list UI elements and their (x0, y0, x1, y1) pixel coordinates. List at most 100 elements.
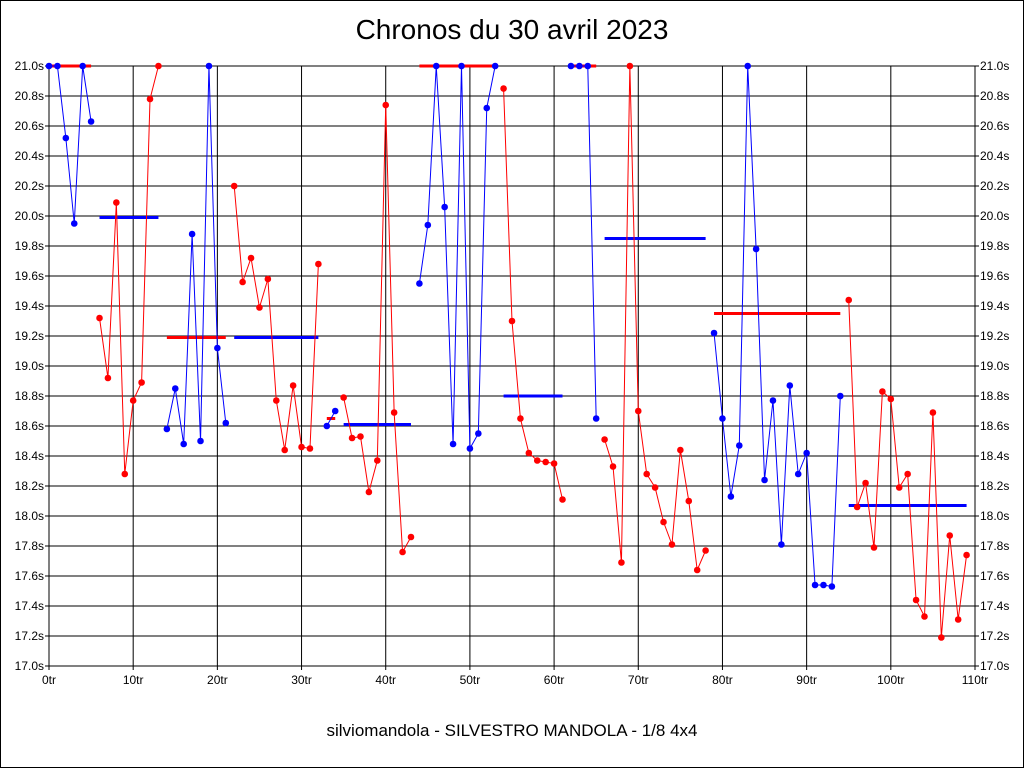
lap-point (517, 415, 524, 422)
lap-point (121, 470, 129, 478)
y-tick-label-right: 21.0s (980, 59, 1009, 73)
y-tick-label-left: 18.4s (15, 449, 44, 463)
lap-point (887, 395, 895, 403)
x-tick-label: 20tr (207, 673, 228, 687)
y-tick-label-left: 18.0s (15, 509, 44, 523)
lap-point (946, 532, 954, 539)
lap-point (239, 278, 246, 286)
series-line (233, 185, 319, 451)
y-tick-label-right: 19.2s (980, 329, 1009, 343)
series-line (713, 65, 841, 588)
lap-point (912, 596, 920, 604)
y-tick-label-left: 19.4s (15, 299, 44, 313)
y-tick-label-right: 20.2s (980, 179, 1009, 193)
lap-point (230, 182, 238, 190)
lap-point (735, 442, 743, 449)
lap-point (449, 440, 457, 448)
x-tick-label: 10tr (123, 673, 144, 687)
lap-point (298, 443, 305, 451)
lap-point (845, 296, 853, 304)
x-tick-label: 40tr (375, 673, 396, 687)
lap-point (155, 62, 162, 70)
lap-point (315, 260, 322, 268)
lap-point (62, 134, 70, 142)
lap-point (870, 544, 878, 551)
lap-point (399, 548, 406, 556)
y-tick-label-left: 19.0s (15, 359, 44, 373)
lap-point (348, 434, 356, 442)
lap-point (609, 463, 617, 470)
lap-point (138, 379, 145, 386)
chart-subtitle: silviomandola - SILVESTRO MANDOLA - 1/8 … (326, 721, 698, 740)
lap-point (879, 388, 886, 395)
lap-point (525, 449, 533, 457)
lap-point (761, 476, 768, 484)
lap-point (660, 518, 667, 526)
lap-point (668, 541, 676, 548)
y-tick-label-left: 17.2s (15, 629, 44, 643)
lap-point (424, 221, 432, 229)
lap-point (929, 409, 937, 416)
grid-layer (45, 65, 979, 670)
x-tick-label: 100tr (877, 673, 904, 687)
lap-point (727, 493, 735, 500)
lap-point (601, 436, 608, 443)
lap-point (500, 85, 507, 92)
lap-point (374, 457, 381, 464)
lap-point (272, 397, 280, 404)
lap-point (752, 245, 760, 253)
axis-labels: 17.0s 17.0s 17.2s 17.2s 17.4s 17.4s 17.6s 17.6s… (15, 59, 1010, 687)
lap-point (281, 446, 289, 454)
y-tick-label-left: 19.2s (15, 329, 44, 343)
lap-point (651, 484, 659, 491)
lap-point (491, 62, 499, 70)
chart-title: Chronos du 30 avril 2023 (355, 14, 669, 45)
y-tick-label-left: 20.2s (15, 179, 44, 193)
lap-point (938, 634, 945, 641)
y-tick-label-right: 20.8s (980, 89, 1009, 103)
series-line (99, 65, 159, 475)
lap-point (247, 254, 255, 262)
lap-point (475, 430, 482, 437)
lap-point (222, 419, 230, 427)
lap-point (96, 314, 103, 322)
lap-point (129, 397, 137, 404)
lap-point (441, 203, 448, 211)
lap-point (702, 547, 709, 554)
lap-point (54, 62, 61, 70)
x-tick-label: 110tr (962, 673, 988, 687)
lap-point (634, 407, 642, 415)
lap-point (550, 460, 558, 467)
series-line (604, 65, 707, 572)
lap-point (778, 541, 785, 548)
y-tick-label-right: 18.8s (980, 389, 1009, 403)
y-tick-label-left: 18.8s (15, 389, 44, 403)
y-tick-label-right: 20.0s (980, 209, 1009, 223)
lap-point (45, 62, 53, 70)
y-tick-label-left: 18.2s (15, 479, 44, 493)
lap-point (769, 397, 777, 404)
lap-point (323, 422, 331, 430)
lap-point (483, 104, 491, 112)
lap-point (592, 415, 600, 422)
y-tick-label-left: 20.6s (15, 119, 44, 133)
y-tick-label-left: 17.0s (15, 659, 44, 673)
y-tick-label-right: 20.4s (980, 149, 1009, 163)
x-tick-label: 50tr (460, 673, 481, 687)
lap-point (559, 496, 566, 503)
lap-point (904, 470, 911, 478)
lap-point (113, 199, 120, 206)
y-tick-label-left: 17.8s (15, 539, 44, 553)
lap-point (508, 317, 516, 325)
lap-point (104, 374, 112, 382)
lap-point (744, 62, 752, 70)
lap-point (693, 566, 701, 574)
lap-point (584, 62, 592, 70)
lap-point (357, 433, 364, 440)
lap-point (205, 62, 213, 70)
lap-point (432, 62, 440, 70)
x-tick-label: 90tr (796, 673, 817, 687)
y-tick-label-right: 17.0s (980, 659, 1009, 673)
y-tick-label-right: 18.0s (980, 509, 1009, 523)
lap-point (146, 95, 154, 103)
